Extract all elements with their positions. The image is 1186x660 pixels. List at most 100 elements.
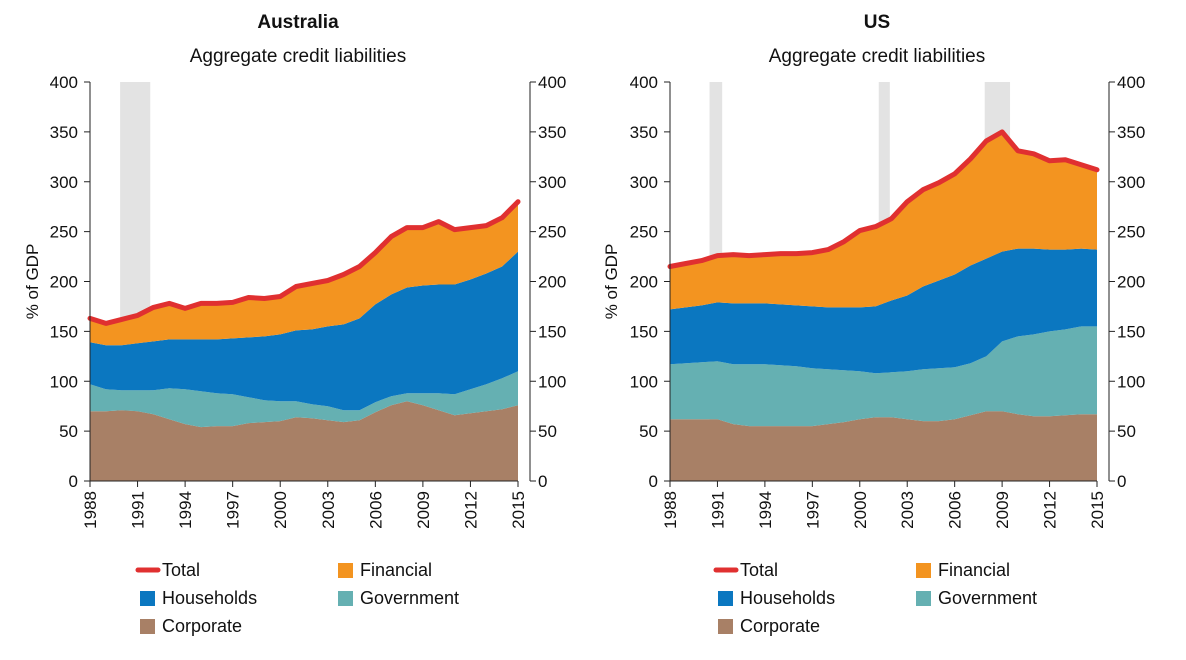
legend-item-financial: Financial: [338, 560, 432, 580]
y-tick-label: 150: [630, 322, 658, 341]
x-tick-label: 2000: [851, 491, 870, 529]
y-tick-label-right: 150: [1117, 322, 1145, 341]
y-tick-label: 300: [50, 173, 78, 192]
y-tick-label: 150: [50, 322, 78, 341]
legend-label: Financial: [938, 560, 1010, 580]
y-tick-label-right: 100: [1117, 372, 1145, 391]
y-tick-label-right: 400: [538, 73, 566, 92]
x-tick-label: 2000: [271, 491, 290, 529]
x-tick-label: 1991: [129, 491, 148, 529]
series-area-financial: [670, 131, 1097, 310]
x-tick-label: 2012: [1041, 491, 1060, 529]
legend-item-government: Government: [916, 588, 1037, 608]
legend-label: Corporate: [740, 616, 820, 636]
x-tick-label: 1991: [708, 491, 727, 529]
legend-item-households: Households: [718, 588, 835, 608]
x-tick-label: 2015: [509, 491, 528, 529]
y-tick-label: 0: [649, 472, 658, 491]
x-tick-label: 2012: [461, 491, 480, 529]
y-tick-label-right: 300: [1117, 173, 1145, 192]
legend-item-total: Total: [135, 560, 200, 580]
legend-item-households: Households: [140, 588, 257, 608]
series-area-households: [670, 248, 1097, 374]
legend-item-corporate: Corporate: [718, 616, 820, 636]
y-tick-label: 400: [630, 73, 658, 92]
y-tick-label-right: 0: [1117, 472, 1126, 491]
legend-item-corporate: Corporate: [140, 616, 242, 636]
legend-item-total: Total: [713, 560, 778, 580]
x-tick-label: 2015: [1088, 491, 1107, 529]
legend-swatch-financial: [338, 563, 353, 578]
legend-swatch-government: [916, 591, 931, 606]
y-tick-label-right: 250: [538, 223, 566, 242]
y-tick-label: 300: [630, 173, 658, 192]
y-tick-label: 200: [50, 273, 78, 292]
y-tick-label: 400: [50, 73, 78, 92]
y-tick-label: 50: [59, 422, 78, 441]
series-area-corporate: [670, 411, 1097, 481]
chart-title: Australia: [257, 12, 339, 33]
y-tick-label-right: 350: [1117, 123, 1145, 142]
series-area-government: [90, 371, 518, 428]
series-area-financial: [90, 201, 518, 346]
legend-item-government: Government: [338, 588, 459, 608]
legend-label: Financial: [360, 560, 432, 580]
y-tick-label: 250: [50, 223, 78, 242]
legend-label: Households: [740, 588, 835, 608]
legend-item-financial: Financial: [916, 560, 1010, 580]
legend-label: Households: [162, 588, 257, 608]
y-tick-label-right: 150: [538, 322, 566, 341]
chart-panel-australia: Australia Aggregate credit liabilities 0 0 5…: [23, 12, 566, 636]
series-line-total: [87, 199, 521, 326]
legend-swatch-corporate: [718, 619, 733, 634]
series-area-households: [90, 251, 518, 411]
x-tick-label: 2003: [319, 491, 338, 529]
x-tick-label: 2006: [366, 491, 385, 529]
y-tick-label: 350: [630, 123, 658, 142]
chart-title: US: [864, 12, 890, 33]
y-axis-label: % of GDP: [602, 244, 621, 320]
y-tick-label-right: 50: [538, 422, 557, 441]
series-area-government: [670, 326, 1097, 427]
y-tick-label-right: 400: [1117, 73, 1145, 92]
y-tick-label: 200: [630, 273, 658, 292]
x-tick-label: 1994: [756, 491, 775, 529]
y-tick-label: 100: [630, 372, 658, 391]
legend-swatch-households: [718, 591, 733, 606]
legend-label: Government: [360, 588, 459, 608]
x-tick-label: 2009: [414, 491, 433, 529]
y-tick-label-right: 250: [1117, 223, 1145, 242]
y-tick-label: 0: [69, 472, 78, 491]
chart-panel-us: US Aggregate credit liabilities 0 0 50 50 100 1…: [602, 12, 1145, 636]
x-tick-label: 2009: [993, 491, 1012, 529]
x-tick-label: 2003: [898, 491, 917, 529]
y-tick-label: 100: [50, 372, 78, 391]
y-tick-label-right: 200: [538, 273, 566, 292]
legend-label: Government: [938, 588, 1037, 608]
x-tick-label: 1988: [661, 491, 680, 529]
x-tick-label: 1994: [176, 491, 195, 529]
x-tick-label: 1997: [803, 491, 822, 529]
series-area-corporate: [90, 401, 518, 481]
y-tick-label-right: 100: [538, 372, 566, 391]
y-tick-label: 250: [630, 223, 658, 242]
y-tick-label-right: 350: [538, 123, 566, 142]
y-tick-label-right: 200: [1117, 273, 1145, 292]
chart-subtitle: Aggregate credit liabilities: [769, 46, 986, 67]
y-axis-label: % of GDP: [23, 244, 42, 320]
y-tick-label-right: 300: [538, 173, 566, 192]
series-line-total: [667, 129, 1100, 269]
x-tick-label: 1997: [224, 491, 243, 529]
legend-label: Total: [162, 560, 200, 580]
legend-swatch-households: [140, 591, 155, 606]
y-tick-label-right: 50: [1117, 422, 1136, 441]
legend-swatch-government: [338, 591, 353, 606]
y-tick-label-right: 0: [538, 472, 547, 491]
x-tick-label: 2006: [946, 491, 965, 529]
legend-label: Corporate: [162, 616, 242, 636]
legend-label: Total: [740, 560, 778, 580]
chart-subtitle: Aggregate credit liabilities: [190, 46, 407, 67]
x-tick-label: 1988: [81, 491, 100, 529]
legend-swatch-corporate: [140, 619, 155, 634]
